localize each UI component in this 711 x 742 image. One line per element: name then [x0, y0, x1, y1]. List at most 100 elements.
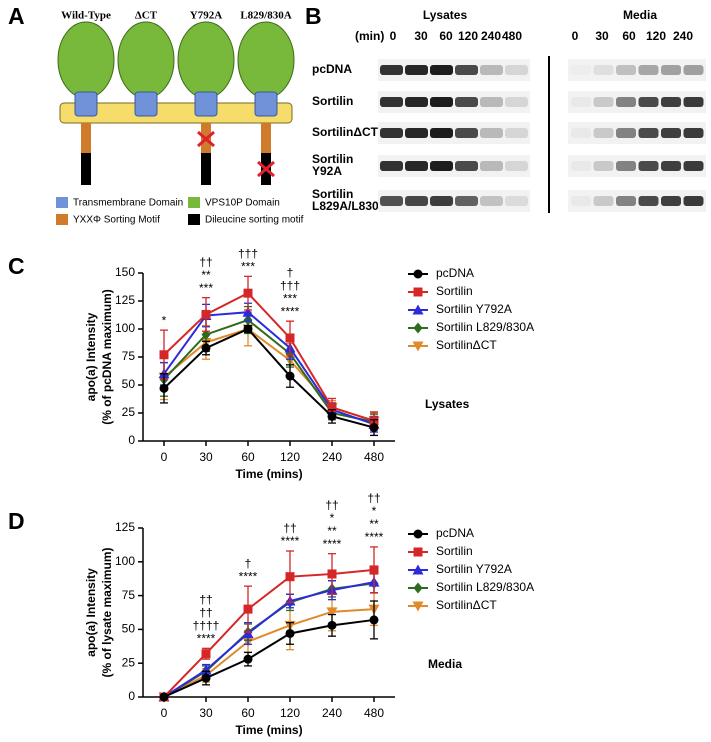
transmembrane-domain: [254, 91, 278, 117]
significance-mark: †††: [280, 278, 300, 292]
band: [638, 196, 659, 206]
marker: [285, 371, 295, 381]
band: [430, 97, 453, 107]
band: [661, 65, 681, 75]
y-axis-title: apo(a) Intensity: [84, 312, 98, 401]
significance-mark: **: [201, 268, 211, 282]
row-label: Sortilin: [312, 152, 353, 166]
legend-label: VPS10P Domain: [205, 198, 280, 209]
marker: [242, 306, 254, 317]
band: [661, 128, 681, 138]
row-label: Y92A: [312, 164, 342, 178]
significance-mark: ****: [281, 304, 300, 318]
transmembrane-domain: [194, 91, 218, 117]
y-tick-label: 50: [122, 622, 136, 636]
significance-mark: ††: [199, 255, 212, 269]
significance-mark: ****: [365, 530, 384, 544]
marker: [369, 565, 379, 575]
marker: [327, 620, 337, 630]
legend-label: SortilinΔCT: [436, 338, 497, 352]
marker: [327, 411, 337, 421]
band: [571, 65, 591, 75]
significance-mark: ††: [367, 491, 380, 505]
x-tick-label: 60: [241, 450, 255, 464]
legend-swatch: [188, 197, 200, 208]
significance-mark: ***: [241, 260, 255, 274]
marker: [369, 615, 379, 625]
band: [505, 196, 528, 206]
y-tick-label: 150: [115, 265, 135, 279]
x-tick-label: 0: [161, 706, 168, 720]
legend-label: SortilinΔCT: [436, 598, 497, 612]
significance-mark: ††††: [193, 618, 220, 632]
legend-label: Sortilin L829/830A: [436, 580, 534, 594]
significance-mark: ****: [323, 537, 342, 551]
band: [430, 128, 453, 138]
marker: [159, 692, 169, 702]
y-tick-label: 75: [122, 588, 136, 602]
y-axis-title: apo(a) Intensity: [84, 568, 98, 657]
significance-mark: **: [369, 517, 379, 531]
western-blots: Lysates Media (min) 0 30 60 120 240 480 0 30 60 1…: [312, 8, 706, 213]
construct-diagram: Wild-Type ΔCT Y792A L829/830A Transmembr…: [56, 10, 304, 226]
x-tick-label: 480: [364, 706, 384, 720]
significance-mark: ****: [281, 534, 300, 548]
y-tick-label: 125: [115, 293, 135, 307]
significance-mark: ***: [283, 291, 297, 305]
legend-label: Transmembrane Domain: [73, 198, 183, 209]
panel-label: D: [8, 508, 25, 534]
blot-strip: [568, 122, 706, 144]
yxx-motif: [261, 123, 271, 153]
series-line: [163, 618, 375, 698]
band: [683, 128, 704, 138]
blot-strip: [378, 155, 530, 177]
band: [593, 128, 614, 138]
time-label: 60: [622, 29, 636, 43]
panel-label: A: [8, 3, 25, 29]
series-line: [163, 327, 375, 422]
side-label: Media: [428, 657, 462, 671]
construct-label: Y792A: [190, 10, 222, 22]
y-axis-title: (% of pcDNA maximum): [100, 289, 114, 425]
band: [661, 97, 681, 107]
blot-title: Media: [623, 8, 657, 22]
x-tick-label: 240: [322, 450, 342, 464]
vps10p-domain: [117, 21, 175, 99]
significance-mark: *: [330, 511, 335, 525]
vps10p-domain: [237, 21, 295, 99]
marker: [159, 350, 169, 360]
series-line: [163, 568, 375, 698]
band: [455, 65, 478, 75]
significance-mark: ††: [283, 521, 296, 535]
marker: [243, 324, 253, 334]
series-line: [163, 318, 375, 423]
mutation-mark: [257, 160, 275, 178]
blot-strip: [568, 155, 706, 177]
band: [405, 97, 428, 107]
band: [380, 128, 403, 138]
band: [638, 161, 659, 171]
x-tick-label: 480: [364, 450, 384, 464]
series-line: [163, 581, 375, 698]
band: [405, 161, 428, 171]
series-line: [163, 608, 375, 698]
marker: [201, 343, 211, 353]
significance-mark: ****: [197, 631, 216, 645]
significance-mark: ††: [325, 498, 338, 512]
marker: [412, 304, 424, 315]
y-tick-label: 25: [122, 405, 136, 419]
band: [683, 65, 704, 75]
band: [683, 97, 704, 107]
marker: [243, 604, 253, 614]
dileucine-motif: [201, 153, 211, 185]
band: [661, 161, 681, 171]
yxx-motif: [81, 123, 91, 153]
time-label: 240: [673, 29, 693, 43]
legend-label: Sortilin Y792A: [436, 562, 512, 576]
y-tick-label: 0: [128, 689, 135, 703]
band: [505, 65, 528, 75]
side-label: Lysates: [425, 397, 470, 411]
marker: [285, 333, 295, 343]
band: [480, 65, 503, 75]
